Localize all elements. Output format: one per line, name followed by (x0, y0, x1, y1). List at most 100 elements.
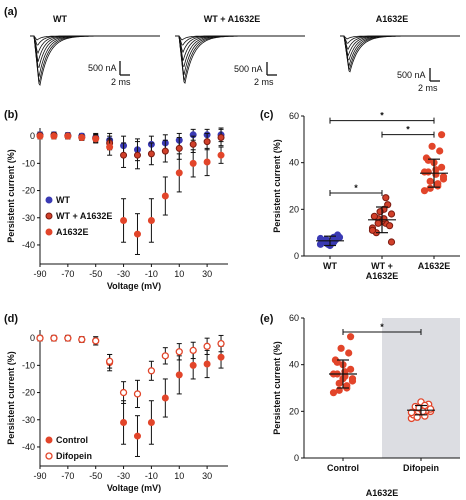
data-point (407, 408, 416, 417)
data-point (424, 156, 432, 164)
current-trace (175, 35, 305, 84)
y-tick-label: -20 (22, 388, 35, 398)
data-point (333, 358, 341, 366)
y-tick-label: 40 (289, 158, 299, 168)
data-point (175, 348, 183, 356)
significance-star: * (354, 183, 358, 193)
category-label: Control (327, 463, 359, 473)
plot-e-group-scatter: 0 20 40 60 Control Difopein Persistent current… (272, 313, 460, 498)
y-axis-label: Persistent current (%) (272, 139, 282, 233)
y-tick-label: 60 (289, 111, 299, 121)
data-point (147, 367, 156, 375)
data-point (161, 394, 169, 402)
x-tick-label: -10 (145, 269, 158, 279)
y-tick-label: 0 (294, 453, 299, 463)
data-point (337, 344, 345, 352)
y-tick-label: -10 (22, 158, 35, 168)
data-point (133, 390, 142, 398)
y-tick-label: 40 (289, 360, 299, 370)
y-tick-label: -10 (22, 360, 35, 370)
x-tick-label: 30 (202, 269, 212, 279)
x-tick-label: -90 (33, 269, 46, 279)
data-point (92, 135, 100, 143)
data-point (426, 405, 435, 413)
data-point (147, 418, 155, 426)
shaded-region (382, 318, 460, 458)
data-point (382, 194, 390, 202)
current-trace (175, 35, 305, 41)
data-point (426, 177, 434, 185)
current-trace (30, 35, 160, 86)
data-point (50, 334, 58, 342)
data-point (78, 335, 86, 344)
axes (37, 330, 228, 469)
axes (301, 115, 460, 259)
x-tick-label: -70 (61, 269, 74, 279)
data-point (161, 192, 169, 200)
x-tick-label: -10 (145, 471, 158, 481)
x-tick-label: 10 (174, 269, 184, 279)
legend-label: Difopein (56, 451, 92, 461)
trace-label-wt-a1632e: WT + A1632E (204, 14, 260, 24)
current-trace (340, 35, 460, 73)
data-point (189, 361, 197, 369)
x-tick-label: -30 (117, 471, 130, 481)
y-tick-label: -30 (22, 213, 35, 223)
current-trace (340, 35, 460, 44)
data-point (92, 337, 100, 345)
data-point (348, 375, 357, 383)
y-axis-label: Persistent current (%) (6, 149, 16, 243)
category-label: WT (323, 261, 337, 271)
x-axis-label: Voltage (mV) (107, 281, 161, 291)
data-point (120, 418, 128, 426)
group-0 (316, 231, 344, 250)
data-point (203, 342, 211, 350)
data-point (347, 333, 355, 341)
data-point (413, 413, 421, 421)
panel-label-b: (b) (4, 109, 18, 121)
data-point (36, 334, 44, 342)
x-tick-label: -50 (89, 269, 102, 279)
legend-marker (45, 228, 53, 236)
data-point (203, 158, 211, 166)
data-point (119, 388, 128, 397)
y-tick-label: -40 (22, 240, 35, 250)
data-point (78, 134, 86, 142)
legend-label: WT (56, 195, 70, 205)
panel-label-d: (d) (4, 313, 18, 325)
data-point (420, 168, 429, 176)
scale-current-wt: 500 nA (88, 63, 117, 73)
legend-label: WT + A1632E (56, 211, 112, 221)
data-point (189, 159, 197, 167)
significance-star: * (380, 322, 384, 332)
x-tick-label: -70 (61, 471, 74, 481)
data-point (217, 353, 225, 361)
data-point (368, 226, 377, 234)
group-0 (329, 333, 357, 397)
y-axis-label: Persistent current (%) (6, 351, 16, 445)
group-2 (420, 131, 448, 195)
current-trace (30, 35, 160, 41)
current-traces: WT WT + A1632E A1632E 500 nA 2 ms 500 nA… (30, 14, 460, 93)
data-point (133, 151, 141, 159)
axes (37, 128, 228, 267)
y-tick-label: -40 (22, 442, 35, 452)
data-point (345, 349, 353, 357)
data-point (428, 142, 436, 150)
data-point (147, 150, 155, 158)
data-point (36, 132, 44, 140)
x-tick-label: -90 (33, 471, 46, 481)
group-1 (368, 194, 396, 246)
scale-time-a1632e: 2 ms (418, 83, 438, 93)
legend-label: A1632E (56, 227, 89, 237)
panel-label-e: (e) (260, 313, 274, 325)
plot-b-iv-curve: -90 -70 -50 -30 -10 10 30 0 -10 -20 -30 -40 Voltage … (6, 127, 228, 291)
current-trace (175, 35, 305, 61)
series-2 (36, 132, 225, 255)
y-tick-label: 0 (30, 333, 35, 343)
data-point (217, 151, 225, 159)
data-point (343, 382, 351, 390)
category-label: A1632E (418, 261, 451, 271)
x-tick-label: 10 (174, 471, 184, 481)
